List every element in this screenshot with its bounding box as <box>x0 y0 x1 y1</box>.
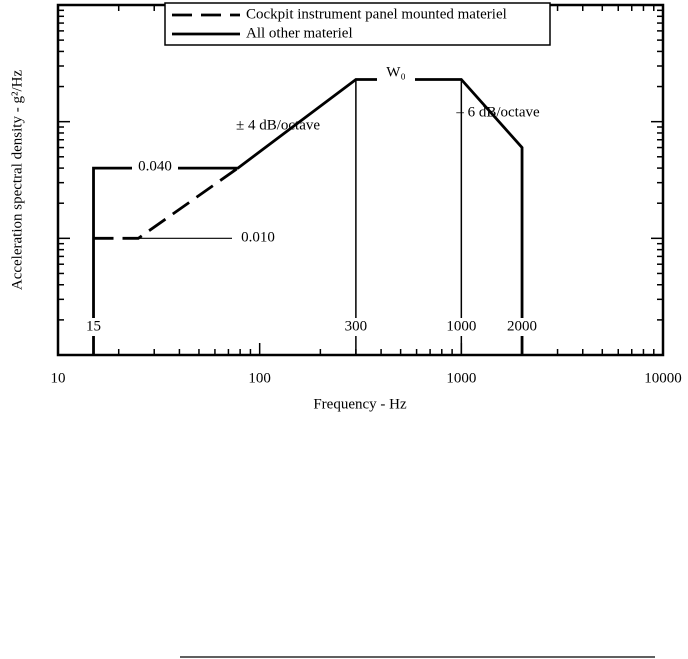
legend-label: Cockpit instrument panel mounted materie… <box>246 6 507 22</box>
annotation: ± 4 dB/octave <box>236 117 320 133</box>
legend-label: All other materiel <box>246 25 353 41</box>
series-line <box>92 78 524 355</box>
y-axis-label: Acceleration spectral density - g²/Hz <box>9 70 25 291</box>
label-bg <box>132 157 178 177</box>
marker-label: 2000 <box>507 318 537 334</box>
label-bg <box>505 318 540 336</box>
annotation: W₀ <box>386 64 405 80</box>
series-line <box>93 166 239 240</box>
x-tick-label: 10 <box>51 370 66 386</box>
label-bg <box>377 63 415 83</box>
legend-box <box>164 2 551 46</box>
annotation: 0.010 <box>241 229 275 245</box>
marker-label: 300 <box>345 318 368 334</box>
label-bg <box>76 318 111 336</box>
marker-label: 1000 <box>446 318 476 334</box>
annotation: – 6 dB/octave <box>455 104 540 120</box>
label-bg <box>444 318 479 336</box>
x-tick-label: 100 <box>248 370 271 386</box>
x-tick-label: 10000 <box>644 370 682 386</box>
label-bg <box>338 318 373 336</box>
annotation: 0.040 <box>138 158 172 174</box>
plot-frame <box>56 3 665 357</box>
x-axis-label: Frequency - Hz <box>313 396 407 412</box>
x-tick-label: 1000 <box>446 370 476 386</box>
marker-label: 15 <box>86 318 101 334</box>
